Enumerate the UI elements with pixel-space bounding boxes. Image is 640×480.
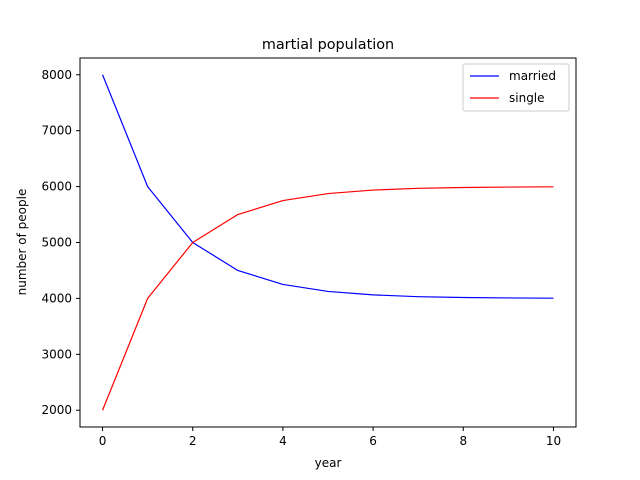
x-axis-label: year xyxy=(315,456,342,470)
y-tick-label: 5000 xyxy=(41,236,72,250)
x-tick-label: 0 xyxy=(99,434,107,448)
series-line-married xyxy=(101,74,554,299)
plot-area: 0 2 4 6 8 10 2000 3000 4000 5000 6000 7000 8000 marri… xyxy=(41,57,577,448)
x-tick-label: 2 xyxy=(189,434,197,448)
series-line-single xyxy=(101,186,554,411)
y-tick-label: 3000 xyxy=(41,347,72,361)
y-tick-label: 4000 xyxy=(41,291,72,305)
y-axis-label: number of people xyxy=(15,189,29,296)
y-tick-label: 6000 xyxy=(41,180,72,194)
x-tick-label: 10 xyxy=(546,434,561,448)
y-tick-label: 7000 xyxy=(41,124,72,138)
x-tick-label: 8 xyxy=(459,434,467,448)
x-tick-label: 6 xyxy=(369,434,377,448)
y-tick-label: 8000 xyxy=(41,68,72,82)
legend-label-single: single xyxy=(509,91,545,105)
x-tick-label: 4 xyxy=(279,434,287,448)
y-tick-label: 2000 xyxy=(41,403,72,417)
chart-title: martial population xyxy=(262,37,394,53)
legend-label-married: married xyxy=(509,69,556,83)
